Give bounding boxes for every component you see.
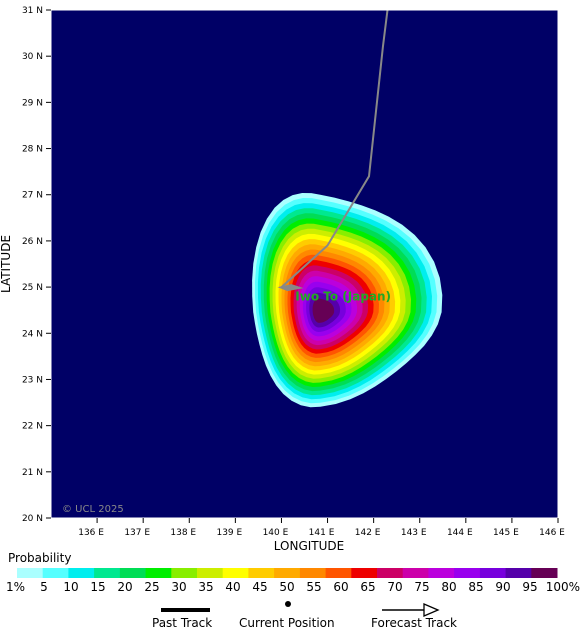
lat-tick-label: 24 N — [22, 329, 43, 339]
legend-swatch — [325, 568, 352, 578]
legend-level-label: 85 — [468, 580, 483, 594]
legend-swatch — [299, 568, 327, 578]
latitude-ticks: 20 N 21 N 22 N 23 N 24 N 25 N 26 N 27 N 28 N 29 N… — [22, 6, 51, 524]
lon-tick-label: 146 E — [539, 528, 565, 538]
lon-tick-label: 144 E — [447, 528, 473, 538]
lat-tick-label: 27 N — [22, 191, 43, 201]
legend-level-label: 100% — [546, 580, 580, 594]
lat-tick-label: 21 N — [22, 468, 43, 478]
legend-title: Probability — [8, 551, 72, 565]
legend-level-label: 60 — [333, 580, 348, 594]
lat-tick-label: 23 N — [22, 375, 43, 385]
key-forecast-track — [382, 603, 440, 617]
legend-level-label: 20 — [117, 580, 132, 594]
lat-tick-label: 28 N — [22, 145, 43, 155]
legend-level-label: 80 — [441, 580, 456, 594]
legend-level-label: 15 — [90, 580, 105, 594]
lon-tick-label: 140 E — [263, 528, 289, 538]
legend-level-label: 90 — [495, 580, 510, 594]
forecast-arrow-icon — [423, 603, 440, 617]
legend-level-label: 30 — [171, 580, 186, 594]
legend-swatch — [479, 568, 507, 578]
longitude-ticks: 136 E 137 E 138 E 139 E 140 E 141 E 142 E 143 E… — [78, 518, 565, 538]
storm-position-marker — [277, 284, 304, 292]
current-position-dot-icon — [285, 601, 291, 607]
legend-swatch — [145, 568, 172, 578]
probability-contour — [312, 298, 335, 323]
lat-tick-label: 22 N — [22, 422, 43, 432]
legend-swatch — [454, 568, 481, 578]
legend-swatch — [197, 568, 224, 578]
probability-swath — [252, 193, 443, 408]
copyright-text: © UCL 2025 — [62, 504, 124, 515]
legend-swatch — [351, 568, 378, 578]
probability-legend-labels: 1% 5 10 15 20 25 30 35 40 45 50 55 60 65 70 75 80 85 90 95 1… — [6, 580, 580, 594]
legend-level-label: 45 — [252, 580, 267, 594]
legend-swatch — [68, 568, 95, 578]
legend-level-label: 95 — [522, 580, 537, 594]
legend-level-label: 25 — [144, 580, 159, 594]
legend-level-label: 10 — [63, 580, 78, 594]
legend-swatch — [17, 568, 44, 578]
lat-tick-label: 26 N — [22, 237, 43, 247]
lon-tick-label: 137 E — [124, 528, 150, 538]
storm-track-layer — [277, 10, 389, 292]
legend-swatch — [94, 568, 121, 578]
legend-swatch — [402, 568, 429, 578]
longitude-axis-label: LONGITUDE — [274, 539, 344, 553]
lon-tick-label: 138 E — [170, 528, 196, 538]
forecast-track-line — [280, 10, 389, 288]
current-position-label: Current Position — [239, 616, 335, 630]
legend-swatch — [171, 568, 198, 578]
legend-swatch — [119, 568, 147, 578]
legend-level-label: 75 — [414, 580, 429, 594]
lon-tick-label: 139 E — [216, 528, 242, 538]
location-label: Iwo To (Japan) — [295, 289, 391, 303]
lat-tick-label: 29 N — [22, 98, 43, 108]
forecast-track-label: Forecast Track — [371, 616, 457, 630]
lon-tick-label: 141 E — [309, 528, 335, 538]
lat-tick-label: 31 N — [22, 6, 43, 16]
map-frame — [50, 9, 559, 519]
latitude-axis-label: LATITUDE — [0, 235, 13, 293]
lon-tick-label: 143 E — [401, 528, 427, 538]
lon-tick-label: 142 E — [355, 528, 381, 538]
legend-swatch — [531, 568, 558, 578]
legend-swatch — [222, 568, 249, 578]
legend-swatch — [274, 568, 301, 578]
legend-level-label: 1% — [6, 580, 25, 594]
legend-swatch — [505, 568, 532, 578]
legend-swatch — [377, 568, 404, 578]
legend-level-label: 35 — [198, 580, 213, 594]
legend-level-label: 5 — [40, 580, 48, 594]
legend-swatch — [248, 568, 275, 578]
lat-tick-label: 20 N — [22, 514, 43, 524]
legend-level-label: 65 — [360, 580, 375, 594]
lon-tick-label: 136 E — [78, 528, 104, 538]
past-track-label: Past Track — [152, 616, 213, 630]
key-current-position — [285, 601, 291, 607]
lat-tick-label: 25 N — [22, 283, 43, 293]
legend-level-label: 55 — [306, 580, 321, 594]
lat-tick-label: 30 N — [22, 52, 43, 62]
legend-level-label: 50 — [279, 580, 294, 594]
legend-swatch — [428, 568, 455, 578]
probability-legend-bar — [17, 568, 558, 578]
legend-swatch — [42, 568, 69, 578]
lon-tick-label: 145 E — [493, 528, 519, 538]
legend-level-label: 70 — [387, 580, 402, 594]
legend-level-label: 40 — [225, 580, 240, 594]
